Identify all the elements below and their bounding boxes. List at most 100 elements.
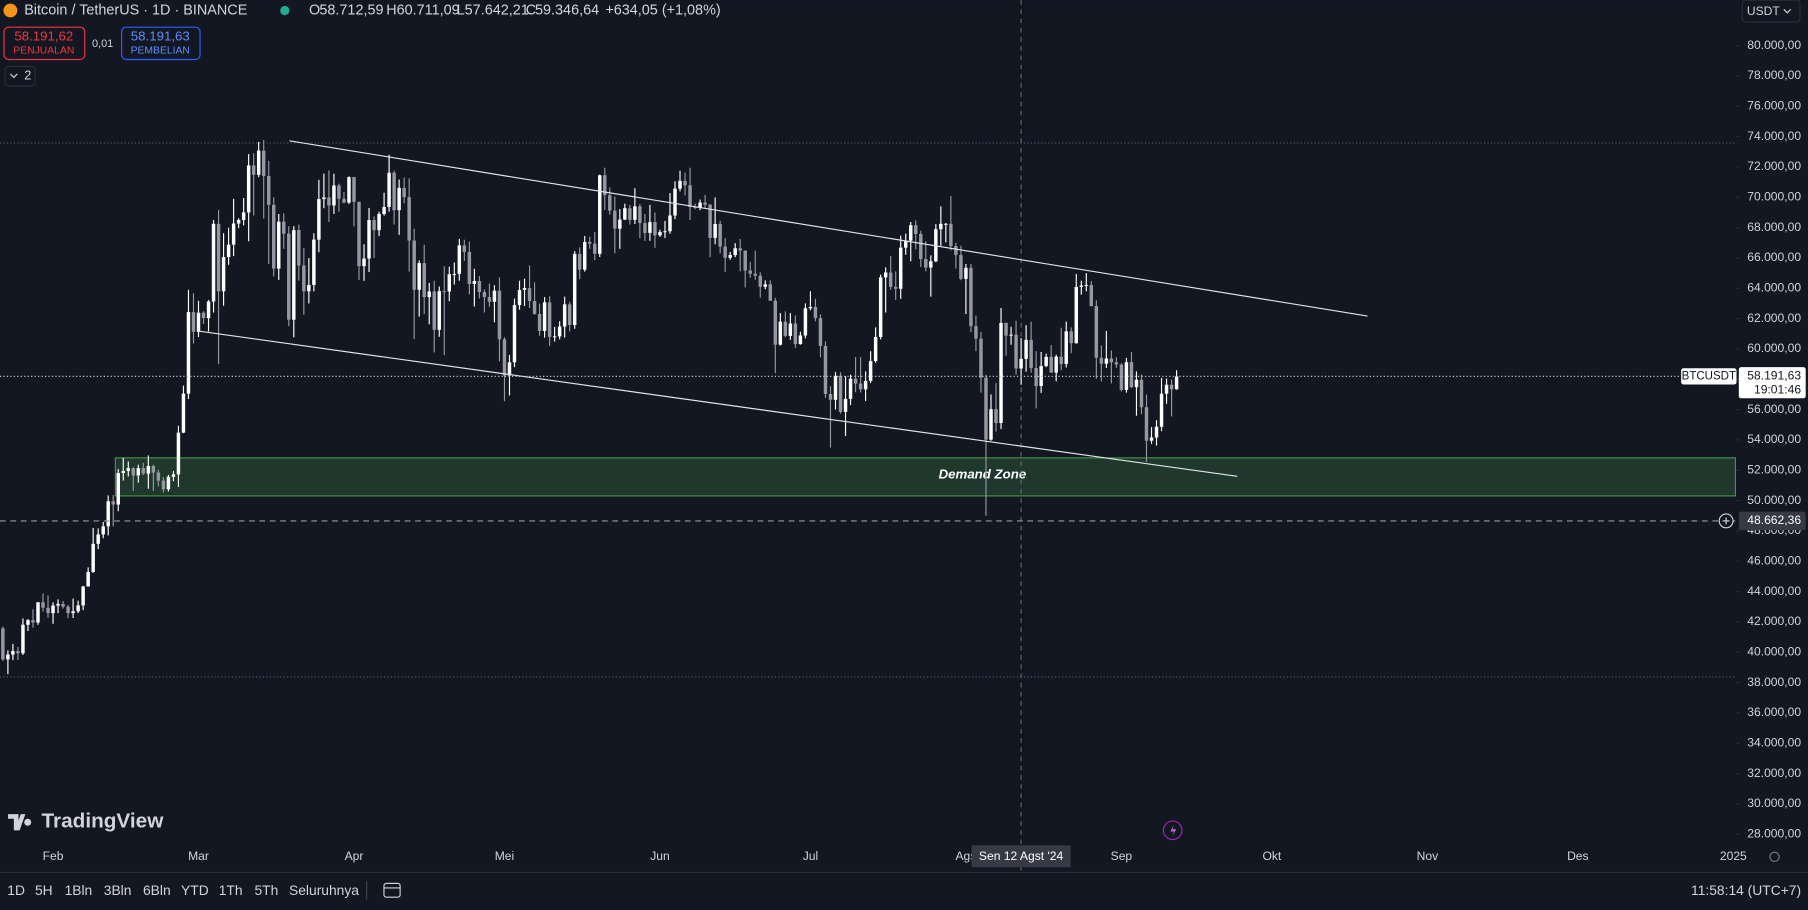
candle-body [332,185,336,206]
sell-label[interactable]: PENJUALAN [13,46,74,57]
candle-body [126,468,131,472]
candle-body [1034,368,1038,386]
settings-icon[interactable] [1769,851,1780,863]
y-tick-label: 60.000,00 [1747,341,1801,355]
candle-body [623,208,627,220]
range-button[interactable]: 6Bln [143,882,171,898]
candle-body [362,258,366,267]
ohlc-value: 60.711,09 [397,2,460,18]
add-alert-button[interactable] [1718,513,1734,529]
y-tick-label: 34.000,00 [1747,735,1801,749]
y-tick-label: 38.000,00 [1747,675,1801,689]
candle-body [1169,384,1174,390]
candle-body [452,274,457,275]
coin-icon [3,3,18,18]
candle-body [196,312,201,332]
candle-body [186,312,191,394]
candle-body [266,176,271,205]
candle-body [1024,339,1028,359]
candle-body [216,223,221,292]
x-tick-label: Des [1567,849,1589,863]
plus-icon [1722,517,1730,525]
candle-body [292,230,296,320]
candle-body [1104,358,1109,364]
range-button[interactable]: YTD [181,882,209,898]
range-button[interactable]: Seluruhnya [289,882,359,898]
candle-body [668,215,672,232]
candle-body [893,286,898,289]
candle-body [813,306,818,319]
candle-body [833,375,838,400]
candle-body [307,284,311,292]
buy-label[interactable]: PEMBELIAN [131,46,190,57]
candle-body [282,221,286,234]
y-tick-label: 74.000,00 [1747,129,1801,143]
candle-body [1029,339,1033,369]
range-button[interactable]: 3Bln [104,882,132,898]
candle-body [382,206,386,214]
symbol-title[interactable]: Bitcoin / TetherUS · 1D · BINANCE [24,2,247,18]
candle-body [838,375,843,412]
candle-body [547,302,552,337]
candle-body [828,393,833,400]
y-tick-label: 40.000,00 [1747,644,1801,658]
calendar-icon[interactable] [383,882,401,898]
buy-price[interactable]: 58.191,63 [131,29,190,44]
currency-label[interactable]: USDT [1747,4,1781,18]
candle-body [1049,356,1053,373]
candle-body [131,468,136,476]
sell-price[interactable]: 58.191,62 [14,29,73,44]
candle-body [999,323,1003,423]
x-tick-label: Okt [1262,849,1281,863]
ohlc-label: H [386,2,396,18]
trendline [289,140,1368,317]
candle-body [447,274,452,292]
candle-body [96,534,100,544]
candle-body [743,250,747,271]
range-button[interactable]: 5H [35,882,53,898]
range-button[interactable]: 1Th [219,882,243,898]
candle-body [818,318,823,346]
candle-body [858,383,863,390]
y-tick-label: 44.000,00 [1747,584,1801,598]
candle-body [1159,393,1164,427]
candle-body [1019,358,1023,369]
candle-body [994,409,998,423]
crosshair-label-bg [971,845,1071,868]
candle-body [507,362,512,376]
range-button[interactable]: 1Bln [65,882,93,898]
buy-button[interactable] [121,26,201,61]
indicator-toggle[interactable] [4,65,36,87]
candle-body [156,472,161,481]
lightning-button[interactable] [1162,820,1183,841]
candle-body [1109,358,1114,363]
candle-body [868,361,873,381]
range-button[interactable]: 1D [7,882,25,898]
candle-body [577,253,582,270]
candle-body [778,321,783,345]
candle-body [487,297,492,302]
candle-body [793,323,798,345]
candle-body [106,501,110,527]
y-tick-label: 62.000,00 [1747,311,1801,325]
candle-body [141,468,146,474]
candle-body [808,306,813,309]
candle-body [1099,357,1104,364]
x-tick-label: Apr [345,849,364,863]
y-tick-label: 56.000,00 [1747,402,1801,416]
candle-body [738,248,742,251]
candle-body [342,198,346,203]
candle-body [683,180,687,186]
candle-body [969,267,973,327]
currency-button[interactable] [1741,0,1801,23]
ohlc-label: L [457,2,465,18]
candle-body [1154,426,1159,438]
candle-body [1139,379,1144,408]
sell-button[interactable] [3,26,86,61]
indicator-count[interactable]: 2 [24,69,31,83]
x-tick-label: Mei [495,849,514,863]
range-button[interactable]: 5Th [254,882,278,898]
candle-body [803,308,808,336]
y-tick-label: 50.000,00 [1747,493,1801,507]
x-tick-label: Nov [1417,849,1439,863]
